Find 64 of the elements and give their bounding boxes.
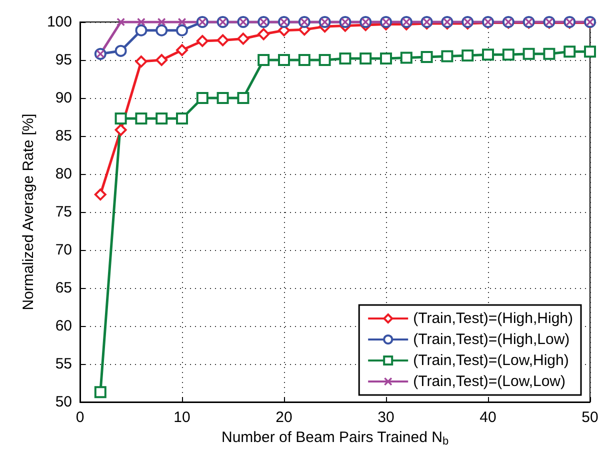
x-tick-label: 50 — [582, 409, 598, 426]
legend-label: (Train,Test)=(High,Low) — [413, 331, 570, 348]
point — [176, 24, 188, 36]
point — [258, 28, 270, 40]
point — [135, 112, 148, 125]
point — [216, 92, 229, 104]
point — [176, 44, 188, 56]
y-tick-label: 60 — [55, 318, 72, 334]
point — [137, 18, 146, 26]
point — [135, 24, 148, 36]
point — [114, 112, 127, 125]
point — [216, 34, 229, 46]
legend-label: (Train,Test)=(High,High) — [413, 310, 574, 327]
point — [318, 54, 331, 66]
point — [114, 124, 127, 136]
point — [482, 48, 494, 61]
point — [400, 52, 412, 64]
point — [278, 54, 290, 66]
point — [94, 188, 106, 201]
legend-label: (Train,Test)=(Low,High) — [413, 352, 569, 369]
point — [522, 48, 535, 60]
point — [502, 48, 514, 61]
legend-label: (Train,Test)=(Low,Low) — [413, 373, 566, 390]
x-tick-label: 0 — [76, 409, 84, 426]
x-tick-label: 40 — [480, 409, 496, 426]
point — [462, 49, 474, 62]
point — [135, 56, 148, 68]
point — [298, 54, 310, 66]
y-tick-label: 55 — [55, 356, 72, 372]
point — [441, 50, 454, 62]
y-tick-label: 90 — [55, 90, 72, 106]
point — [94, 386, 106, 398]
x-tick-label: 30 — [378, 409, 394, 426]
point — [237, 92, 250, 104]
y-tick-label: 85 — [55, 128, 72, 144]
point — [196, 92, 208, 104]
point — [258, 54, 270, 66]
point — [158, 18, 166, 26]
point — [114, 44, 127, 57]
point — [564, 46, 576, 58]
y-tick-label: 75 — [55, 204, 72, 220]
y-tick-label: 50 — [55, 394, 72, 410]
y-axis-title: Normalized Average Rate [%] — [20, 114, 38, 310]
x-tick-label: 10 — [174, 409, 190, 426]
x-tick-label: 20 — [276, 409, 292, 426]
point — [116, 18, 125, 26]
point — [156, 54, 168, 66]
point — [237, 32, 250, 45]
point — [543, 48, 556, 60]
point — [360, 52, 372, 64]
y-tick-label: 70 — [55, 242, 72, 258]
point — [156, 24, 168, 36]
y-tick-label: 100 — [46, 14, 72, 30]
point — [380, 52, 392, 64]
y-tick-label: 95 — [55, 52, 72, 68]
y-tick-label: 80 — [55, 166, 72, 182]
point — [584, 46, 596, 58]
point — [156, 112, 168, 125]
point — [339, 52, 352, 64]
point — [196, 35, 208, 47]
point — [176, 112, 188, 125]
y-tick-label: 65 — [55, 280, 72, 296]
point — [420, 50, 433, 63]
point — [178, 18, 186, 26]
